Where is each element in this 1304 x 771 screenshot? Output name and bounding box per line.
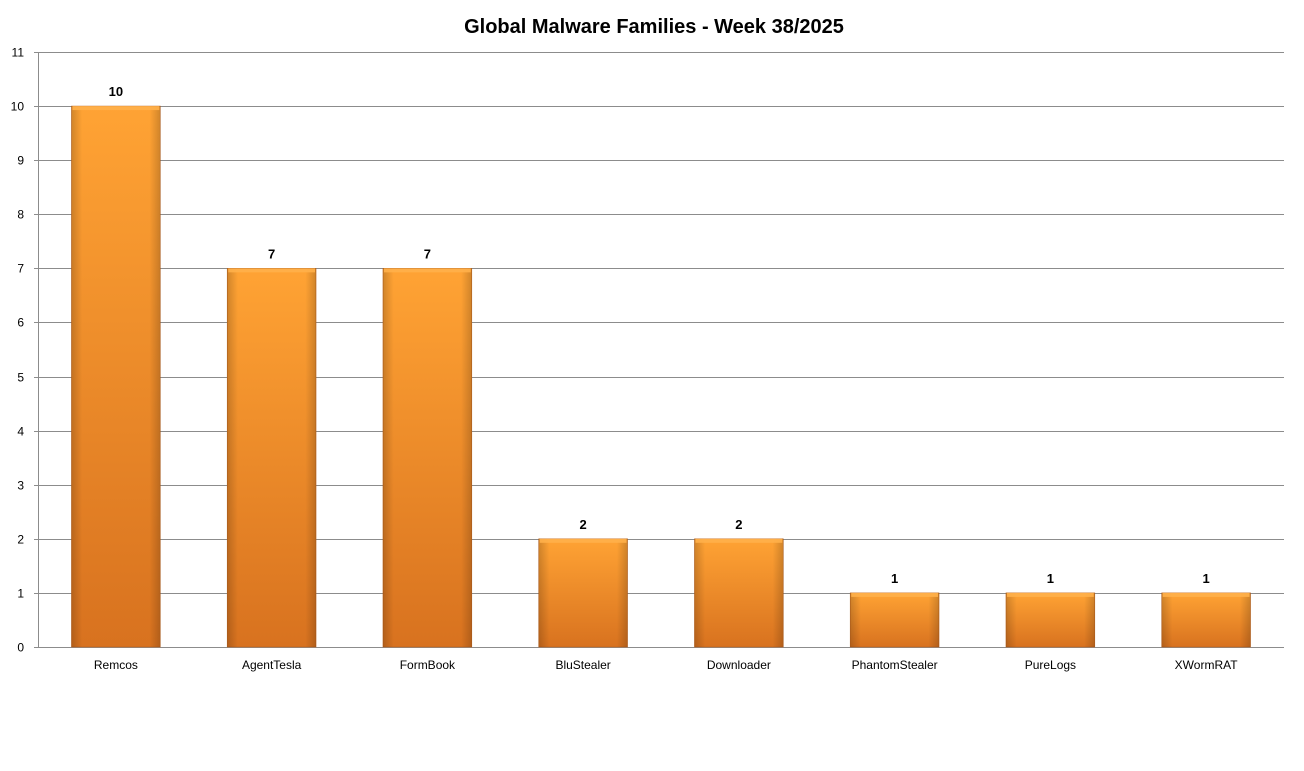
data-labels: 10 7 7 2 2 1 1 1	[109, 84, 1210, 586]
data-label: 7	[424, 246, 431, 261]
y-tick-label: 10	[11, 100, 25, 114]
bar-top-bevel	[1162, 592, 1250, 597]
y-tick-label: 8	[17, 208, 24, 222]
y-tick-label: 11	[12, 46, 25, 60]
bar-shading	[1005, 592, 1095, 647]
data-label: 2	[735, 517, 742, 532]
bar-shading	[538, 538, 628, 647]
bar-top-bevel	[228, 268, 316, 273]
x-tick-label: FormBook	[400, 658, 456, 672]
x-tick-label: BluStealer	[555, 658, 610, 672]
bar-shading	[227, 268, 317, 647]
bar-xwormrat	[1161, 592, 1251, 648]
bar-top-bevel	[1006, 592, 1094, 597]
y-tick-label: 6	[17, 316, 24, 330]
bar-shading	[850, 592, 940, 647]
data-label: 7	[268, 246, 275, 261]
data-label: 10	[109, 84, 123, 99]
bar-top-bevel	[383, 268, 471, 273]
x-tick-label: PhantomStealer	[852, 658, 938, 672]
bar-shading	[1161, 592, 1251, 647]
bar-formbook	[382, 268, 473, 648]
x-tick-label: Remcos	[94, 658, 138, 672]
data-label: 1	[1047, 571, 1054, 586]
y-tick-label: 2	[17, 533, 24, 547]
x-tick-label: XWormRAT	[1175, 658, 1239, 672]
x-tick-label: PureLogs	[1025, 658, 1076, 672]
bar-downloader	[694, 538, 784, 648]
y-tick-label: 1	[17, 587, 24, 601]
bar-purelogs	[1005, 592, 1096, 648]
bar-top-bevel	[539, 538, 627, 543]
bar-blustealer	[538, 538, 628, 648]
bar-top-bevel	[695, 538, 783, 543]
data-label: 2	[580, 517, 587, 532]
bar-top-bevel	[851, 592, 939, 597]
chart-title: Global Malware Families - Week 38/2025	[464, 16, 844, 38]
bar-phantomstealer	[849, 592, 940, 648]
bar-shading	[382, 268, 472, 647]
bar-top-bevel	[72, 106, 160, 111]
bar-agenttesla	[226, 268, 317, 648]
bar-remcos	[71, 105, 161, 648]
data-label: 1	[891, 571, 898, 586]
bar-shading	[694, 538, 784, 647]
x-tick-labels: Remcos AgentTesla FormBook BluStealer Downlo…	[94, 658, 1238, 672]
y-tick-labels: 0 1 2 3 4 5 6 7 8 9 10 11	[11, 46, 25, 655]
x-tick-label: Downloader	[707, 658, 771, 672]
bars	[71, 105, 1251, 648]
axes	[34, 52, 1284, 648]
y-tick-label: 3	[17, 479, 24, 493]
y-tick-label: 5	[17, 371, 24, 385]
data-label: 1	[1203, 571, 1210, 586]
gridlines	[38, 52, 1284, 594]
y-tick-label: 4	[17, 425, 24, 439]
y-tick-label: 9	[17, 154, 24, 168]
x-tick-label: AgentTesla	[242, 658, 302, 672]
y-tick-label: 7	[17, 262, 24, 276]
bar-shading	[71, 106, 161, 647]
y-tick-label: 0	[17, 641, 24, 655]
